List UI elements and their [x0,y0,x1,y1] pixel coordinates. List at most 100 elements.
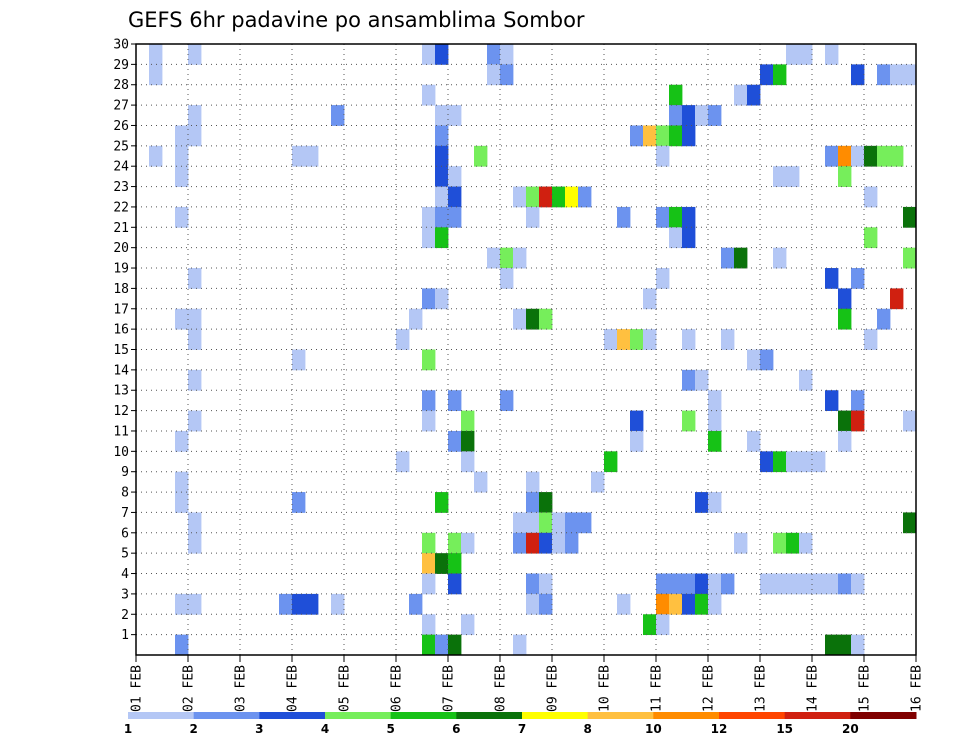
precip-cell [864,227,878,249]
y-tick-label: 26 [113,119,129,134]
precip-cell [851,410,865,432]
precip-cell [734,247,748,269]
y-tick-label: 18 [113,282,129,297]
precip-cell [643,614,657,636]
x-tick-label: 06 FEB [390,665,405,712]
precip-cell [331,105,345,126]
legend-label: 4 [321,722,329,736]
precip-cell [747,349,761,371]
legend-swatch [456,712,523,719]
precip-cell [539,573,553,595]
y-tick-label: 5 [121,547,129,562]
precip-cell [890,288,904,310]
x-axis: 01 FEB 02 FEB 03 FEB 04 FEB 05 FEB 06 FEB 07 F… [130,655,925,712]
precip-cell [409,308,423,330]
y-tick-label: 9 [121,465,129,480]
precip-cell [539,532,553,554]
precip-cell [487,44,501,65]
y-tick-label: 10 [113,445,129,460]
precip-cell [903,512,917,534]
precip-cell [175,430,189,452]
legend-label: 3 [255,722,263,736]
precip-cell [487,247,501,269]
precip-cell [149,64,163,86]
y-tick-label: 30 [113,38,129,53]
precip-cell [682,329,696,350]
precip-cell [708,390,722,411]
precip-cell [422,410,436,432]
precip-cell [188,369,202,391]
legend: 1 2 3 4 5 6 7 8 10 12 15 20 [124,712,917,736]
precip-cell [786,451,800,473]
y-tick-label: 14 [113,363,129,378]
x-tick-label: 03 FEB [234,665,249,712]
precip-cell [513,634,527,656]
y-axis: 1234567891011121314151617181920212223242… [113,38,136,643]
precip-cell [422,44,436,65]
y-tick-label: 4 [121,567,129,582]
precip-cell [838,430,852,452]
legend-swatch [325,712,392,719]
precip-cell [838,634,852,656]
precip-cell [669,593,683,615]
precip-cell [435,227,449,249]
precip-cell [708,573,722,595]
legend-label: 15 [776,722,793,736]
y-tick-label: 2 [121,608,129,623]
precip-cell [474,145,488,167]
precip-cell [838,145,852,167]
precip-cell [838,410,852,432]
precip-cell [175,471,189,493]
y-tick-label: 16 [113,323,129,338]
precip-cell [864,186,878,208]
precip-cell [526,593,540,615]
legend-label: 10 [645,722,662,736]
x-tick-label: 02 FEB [182,665,197,712]
precip-cell [773,451,787,473]
precip-cell [305,145,319,167]
precip-cell [812,451,826,473]
precip-cell [539,308,553,330]
legend-swatch [390,712,457,719]
precip-cell [500,64,514,86]
precip-cell [682,369,696,391]
y-tick-label: 21 [113,221,129,236]
legend-label: 1 [124,722,132,736]
y-tick-label: 25 [113,139,129,154]
precip-cell [656,206,670,228]
precip-cell [799,532,813,554]
precip-cell [851,268,865,289]
precip-cell [630,329,644,350]
precip-cell [422,206,436,228]
precip-cell [773,64,787,86]
precip-cell [188,593,202,615]
precip-cell [396,329,410,350]
precip-cell [565,512,579,534]
y-tick-label: 6 [121,526,129,541]
precip-cell [500,390,514,411]
precip-cell [864,329,878,350]
precip-cell [669,84,683,106]
precip-cell [149,145,163,167]
legend-label: 5 [386,722,394,736]
precip-cell [461,430,475,452]
x-tick-label: 15 FEB [858,665,873,712]
precip-cell [188,268,202,289]
y-tick-label: 15 [113,343,129,358]
precip-cell [448,186,462,208]
precip-cell [877,308,891,330]
precip-cell [682,410,696,432]
precip-cell [539,186,553,208]
precip-cell [877,145,891,167]
legend-label: 7 [518,722,526,736]
precip-cell [838,288,852,310]
precip-cell [474,471,488,493]
precip-cell [175,166,189,187]
legend-swatch [193,712,260,719]
legend-label: 20 [842,722,859,736]
precip-cell [682,125,696,147]
precip-cell [526,512,540,534]
precip-cell [851,573,865,595]
precip-cell [526,492,540,513]
precip-cell [188,44,202,65]
